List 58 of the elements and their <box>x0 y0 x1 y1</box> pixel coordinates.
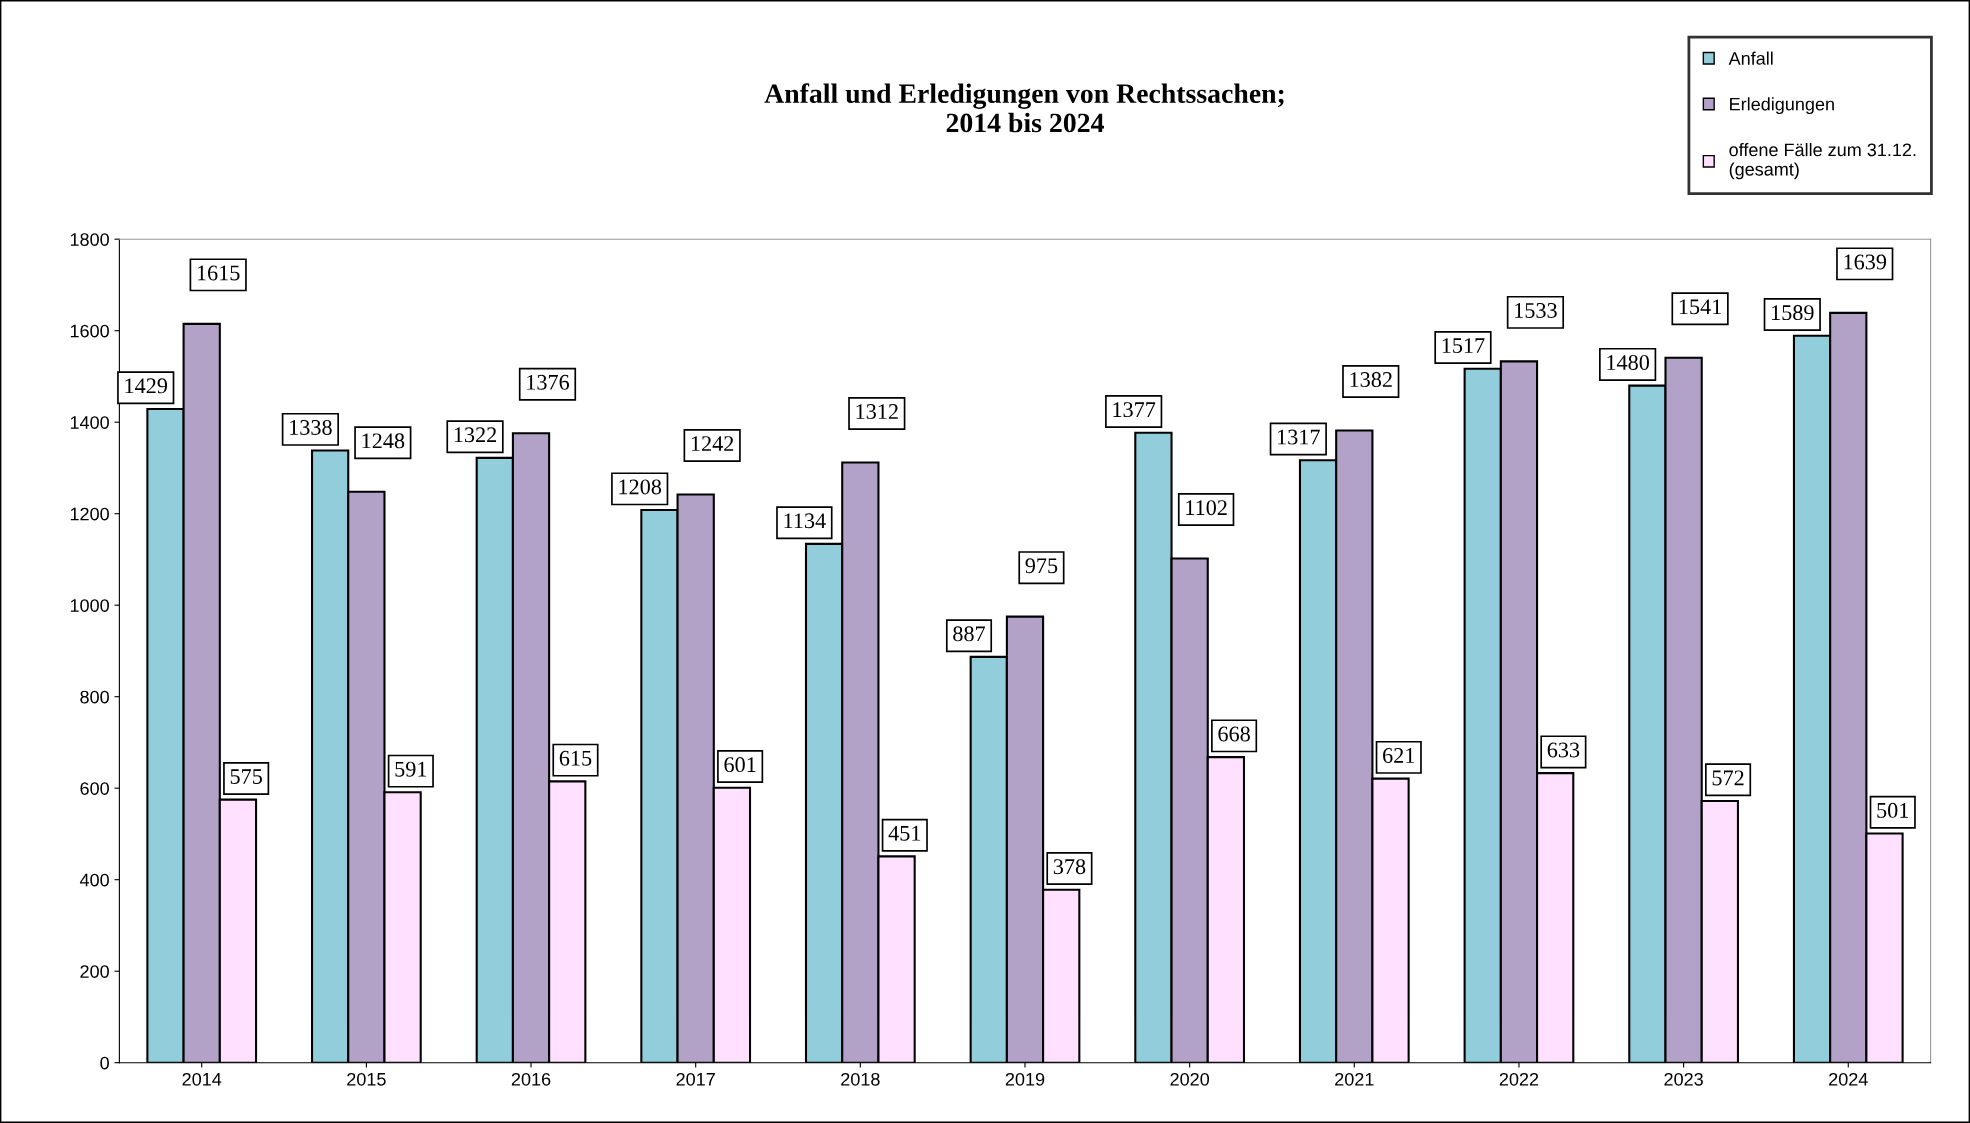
x-tick-label: 2023 <box>1664 1072 1703 1086</box>
data-label: 1322 <box>454 427 497 443</box>
data-label: 1615 <box>197 265 240 281</box>
data-label: 1338 <box>290 419 332 435</box>
y-tick-label: 400 <box>79 873 109 887</box>
data-label: 1248 <box>362 433 405 449</box>
data-label: 501 <box>1877 802 1909 818</box>
data-label: 1376 <box>527 374 570 390</box>
data-label: 668 <box>1218 726 1250 742</box>
data-label: 591 <box>395 761 427 777</box>
data-label: 575 <box>230 769 262 785</box>
data-label: 615 <box>559 750 592 766</box>
x-tick-label: 2021 <box>1335 1072 1374 1086</box>
data-label: 378 <box>1053 859 1086 875</box>
x-tick-label: 2020 <box>1170 1072 1210 1086</box>
x-tick-label: 2017 <box>676 1072 715 1086</box>
data-label: 1533 <box>1515 303 1557 318</box>
x-tick-label: 2019 <box>1005 1072 1045 1086</box>
x-tick-label: 2015 <box>347 1072 386 1086</box>
data-label: 1639 <box>1844 254 1887 270</box>
y-tick-label: 1200 <box>70 507 109 521</box>
data-label: 1242 <box>691 436 734 451</box>
chart-title: Anfall und Erledigungen von Rechtssachen; 2014 bis 2024 <box>764 83 1284 133</box>
legend-label: Erledigungen <box>1730 97 1834 115</box>
y-tick-label: 1600 <box>70 324 109 338</box>
data-label: 1208 <box>619 479 662 495</box>
x-tick-label: 2024 <box>1829 1072 1868 1086</box>
y-tick-label: 0 <box>100 1056 109 1070</box>
data-label: 1134 <box>784 513 826 529</box>
y-tick-label: 600 <box>80 782 109 795</box>
data-label: 633 <box>1547 742 1580 758</box>
x-tick-label: 2022 <box>1499 1072 1539 1086</box>
data-label: 1312 <box>856 404 898 420</box>
data-label: 1102 <box>1186 500 1227 516</box>
data-label: 1377 <box>1113 402 1156 418</box>
data-label: 1517 <box>1442 338 1485 354</box>
x-tick-label: 2014 <box>182 1072 222 1086</box>
legend-label: Anfall <box>1728 51 1773 65</box>
data-label: 1589 <box>1772 305 1814 321</box>
data-label: 572 <box>1712 770 1744 786</box>
y-tick-label: 1000 <box>70 599 109 612</box>
data-label: 975 <box>1025 558 1058 574</box>
data-label: 621 <box>1383 748 1415 763</box>
data-label: 1541 <box>1679 299 1721 315</box>
x-tick-label: 2018 <box>841 1072 880 1086</box>
y-tick-label: 800 <box>80 690 109 704</box>
legend-label: offene Fälle zum 31.12. (gesamt) <box>1729 142 1916 180</box>
data-label: 1382 <box>1350 372 1392 388</box>
data-label: 1429 <box>125 378 168 394</box>
x-tick-label: 2016 <box>511 1072 551 1086</box>
data-label: 1480 <box>1607 354 1650 370</box>
data-label: 451 <box>888 825 921 841</box>
data-label: 601 <box>724 757 756 773</box>
data-label: 887 <box>953 626 986 642</box>
y-tick-label: 1800 <box>70 233 109 246</box>
y-tick-label: 200 <box>80 965 109 978</box>
y-tick-label: 1400 <box>70 416 109 429</box>
data-label: 1317 <box>1278 429 1320 445</box>
